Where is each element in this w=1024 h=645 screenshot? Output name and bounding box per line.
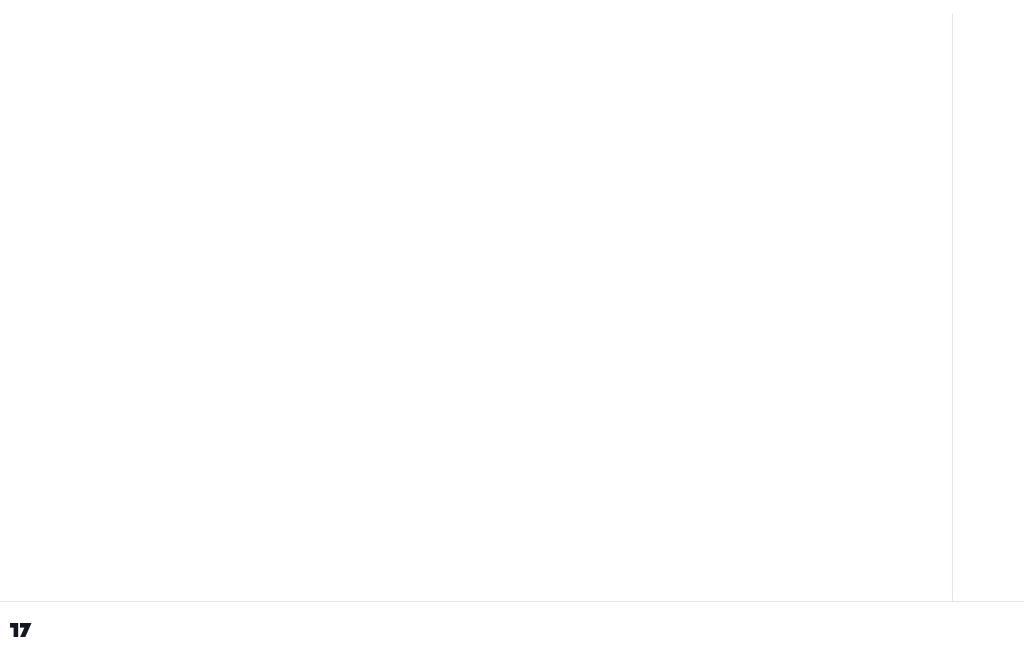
tradingview-logo-icon [10, 623, 32, 637]
tradingview-logo[interactable] [10, 620, 37, 640]
time-scale[interactable] [0, 601, 1024, 617]
chart-legend [10, 19, 36, 33]
price-scale[interactable] [952, 14, 1024, 616]
